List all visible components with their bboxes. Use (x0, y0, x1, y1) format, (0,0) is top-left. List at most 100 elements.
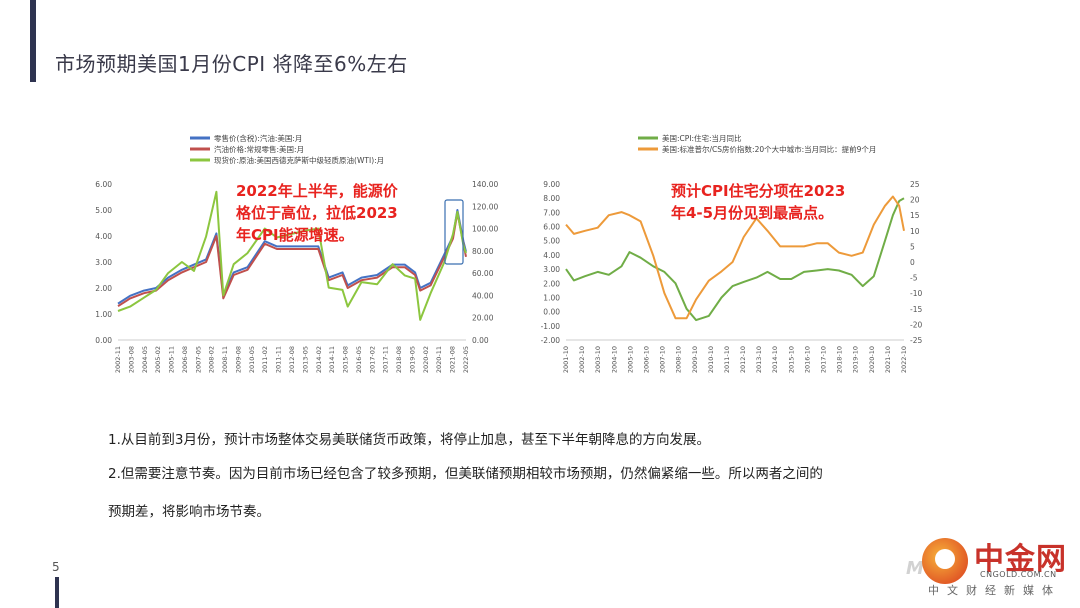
y-right-tick-label: 140.00 (472, 180, 498, 189)
series-line-1 (565, 197, 905, 322)
body-paragraph-1: 1.从目前到3月份，预计市场整体交易美联储货币政策，将停止加息，甚至下半年朝降息… (108, 432, 710, 448)
x-tick-label: 2003-10 (594, 346, 602, 373)
y-left-tick-label: 6.00 (543, 223, 560, 232)
y-left-tick-label: 8.00 (543, 194, 560, 203)
y-left-tick-label: 7.00 (543, 208, 560, 217)
x-tick-label: 2019-10 (852, 346, 860, 373)
x-tick-label: 2017-02 (368, 346, 376, 373)
x-tick-label: 2020-02 (422, 346, 430, 373)
cngold-logo: Mo 中金网 CNGOLD.COM.CN 中文财经新媒体 (900, 528, 1075, 604)
series-line-3 (117, 190, 467, 321)
y-left-tick-label: 4.00 (95, 232, 112, 241)
body-paragraph-2: 2.但需要注意节奏。因为目前市场已经包含了较多预期，但美联储预期相较市场预期，仍… (108, 466, 823, 482)
legend-entry-2: 美国:标准普尔/CS房价指数:20个大中城市:当月同比：提前9个月 (662, 144, 876, 154)
logo-slogan: 中文财经新媒体 (928, 584, 1061, 597)
x-tick-label: 2014-11 (328, 346, 336, 373)
highlight-box (444, 199, 464, 265)
x-tick-label: 2012-10 (739, 346, 747, 373)
y-right-tick-label: 0 (910, 258, 915, 267)
y-left-tick-label: 4.00 (543, 251, 560, 260)
y-right-tick-label: 0.00 (472, 336, 489, 345)
x-tick-label: 2014-10 (771, 346, 779, 373)
y-left-tick-label: -1.00 (541, 322, 561, 331)
x-tick-label: 2009-08 (234, 346, 242, 373)
logo-name: 中金网 (974, 542, 1067, 577)
y-left-tick-label: -2.00 (541, 336, 561, 345)
x-tick-label: 2015-10 (787, 346, 795, 373)
chart-energy-prices: 零售价(含税):汽油:美国:月 汽油价格:常规零售:美国:月 现货价:原油:美国西德… (88, 128, 510, 390)
legend-entry-1: 美国:CPI:住宅:当月同比 (662, 133, 742, 143)
x-tick-label: 2011-10 (723, 346, 731, 373)
y-left-tick-label: 6.00 (95, 180, 112, 189)
x-tick-label: 2008-02 (208, 346, 216, 373)
y-left-tick-label: 2.00 (543, 279, 560, 288)
legend-entry-2: 汽油价格:常规零售:美国:月 (214, 144, 304, 154)
y-right-tick-label: 60.00 (472, 269, 494, 278)
x-tick-label: 2011-02 (261, 346, 269, 373)
x-tick-label: 2017-10 (820, 346, 828, 373)
x-tick-label: 2021-08 (449, 346, 457, 373)
logo-emblem-icon (922, 538, 968, 584)
x-tick-label: 2019-05 (408, 346, 416, 373)
title-accent-bar (30, 0, 36, 82)
x-tick-label: 2008-11 (221, 346, 229, 373)
y-right-tick-label: -10 (910, 289, 922, 298)
y-right-tick-label: 20.00 (472, 314, 494, 323)
x-tick-label: 2009-10 (691, 346, 699, 373)
x-tick-label: 2012-08 (288, 346, 296, 373)
page-number: 5 (52, 560, 60, 574)
x-tick-label: 2002-11 (114, 346, 122, 373)
y-right-tick-label: -5 (910, 274, 918, 283)
series-line-2 (117, 211, 467, 308)
x-tick-label: 2014-02 (315, 346, 323, 373)
chart-annotation-line: 2022年上半年，能源价 (236, 182, 399, 200)
y-left-tick-label: 0.00 (543, 308, 560, 317)
x-tick-label: 2006-08 (181, 346, 189, 373)
chart-annotation-line: 年4-5月份见到最高点。 (671, 204, 833, 222)
y-right-tick-label: 15 (910, 211, 920, 220)
y-left-tick-label: 2.00 (95, 284, 112, 293)
x-tick-label: 2013-10 (755, 346, 763, 373)
x-tick-label: 2004-05 (141, 346, 149, 373)
y-right-tick-label: 80.00 (472, 247, 494, 256)
x-tick-label: 2018-10 (836, 346, 844, 373)
y-left-tick-label: 3.00 (543, 265, 560, 274)
legend-entry-3: 现货价:原油:美国西德克萨斯中级轻质原油(WTI):月 (214, 155, 384, 165)
x-tick-label: 2006-10 (642, 346, 650, 373)
y-right-tick-label: 10 (910, 227, 920, 236)
y-right-tick-label: 5 (910, 242, 915, 251)
x-tick-label: 2021-10 (884, 346, 892, 373)
y-right-tick-label: -25 (910, 336, 922, 345)
chart-annotation-line: 年CPI能源增速。 (236, 226, 354, 244)
y-left-tick-label: 5.00 (543, 237, 560, 246)
x-tick-label: 2005-02 (154, 346, 162, 373)
chart-1-svg: 零售价(含税):汽油:美国:月汽油价格:常规零售:美国:月现货价:原油:美国西德… (95, 133, 498, 373)
y-left-tick-label: 1.00 (543, 293, 560, 302)
y-right-tick-label: -15 (910, 305, 922, 314)
y-right-tick-label: 25 (910, 180, 920, 189)
logo-url: CNGOLD.COM.CN (980, 570, 1057, 579)
x-tick-label: 2008-10 (675, 346, 683, 373)
x-tick-label: 2007-05 (194, 346, 202, 373)
y-left-tick-label: 5.00 (95, 206, 112, 215)
x-tick-label: 2004-10 (610, 346, 618, 373)
y-right-tick-label: 40.00 (472, 291, 494, 300)
x-tick-label: 2007-10 (659, 346, 667, 373)
y-left-tick-label: 3.00 (95, 258, 112, 267)
y-right-tick-label: 20 (910, 196, 920, 205)
y-left-tick-label: 1.00 (95, 310, 112, 319)
y-right-tick-label: -20 (910, 320, 922, 329)
y-left-tick-label: 0.00 (95, 336, 112, 345)
x-tick-label: 2005-11 (168, 346, 176, 373)
y-left-tick-label: 9.00 (543, 180, 560, 189)
series-line-2 (565, 195, 905, 320)
chart-annotation-line: 格位于高位，拉低2023 (236, 204, 398, 222)
legend-entry-1: 零售价(含税):汽油:美国:月 (214, 133, 302, 143)
x-tick-label: 2020-11 (435, 346, 443, 373)
x-tick-label: 2017-11 (382, 346, 390, 373)
x-tick-label: 2011-11 (275, 346, 283, 373)
x-tick-label: 2010-10 (707, 346, 715, 373)
chart-cpi-housing: 美国:CPI:住宅:当月同比 美国:标准普尔/CS房价指数:20个大中城市:当月同… (536, 128, 948, 390)
x-tick-label: 2005-10 (626, 346, 634, 373)
page-title: 市场预期美国1月份CPI 将降至6%左右 (55, 52, 408, 76)
